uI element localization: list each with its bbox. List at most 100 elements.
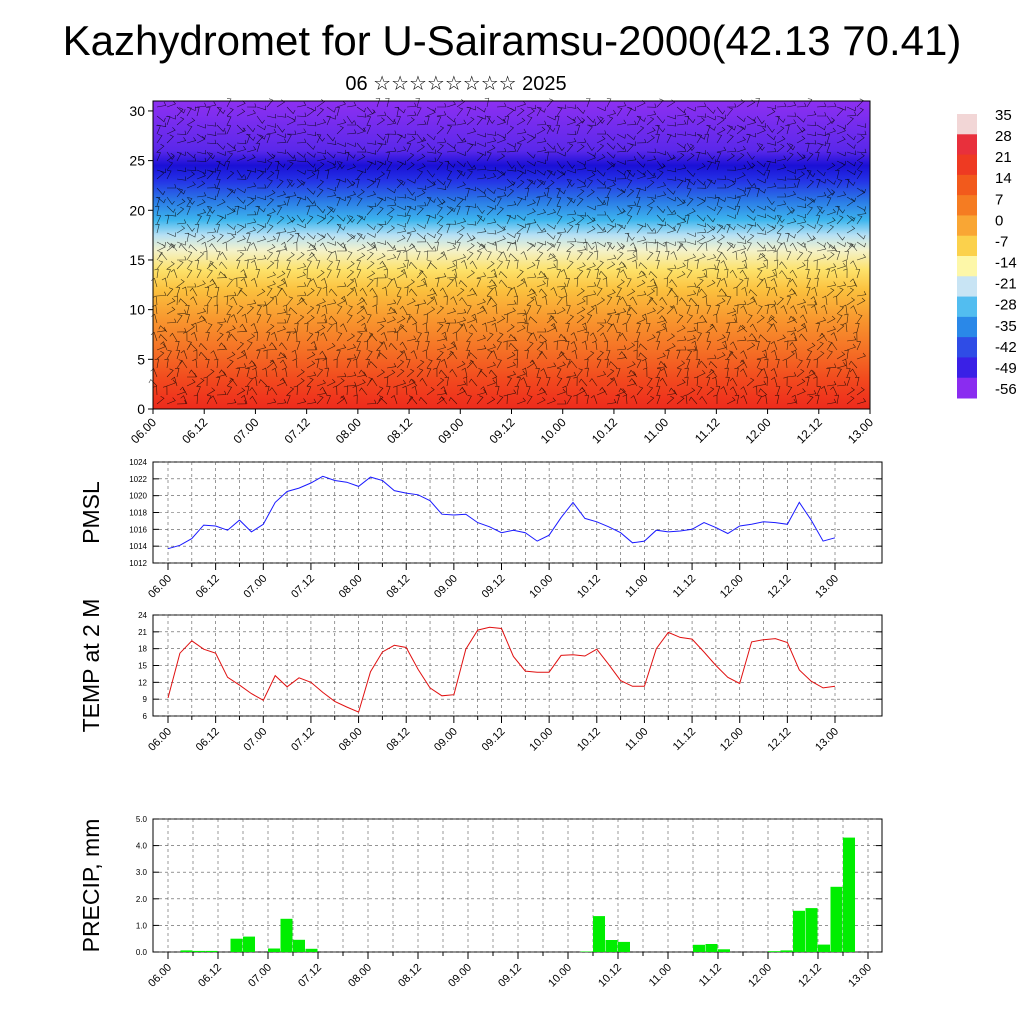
- precip-frame: [152, 818, 883, 953]
- heatmap-y-tick-label: 25: [129, 153, 145, 169]
- precip-x-tick-label: 08.00: [346, 962, 374, 990]
- precip-bar: [580, 951, 593, 952]
- precip-bar: [205, 950, 218, 952]
- precip-bar: [693, 944, 705, 952]
- wind-barbs: [148, 97, 867, 405]
- heatmap-x-tick-label: 06.12: [179, 415, 210, 446]
- precip-bar: [605, 940, 618, 952]
- pmsl-x-tick-label: 09.12: [480, 573, 508, 601]
- colorbar-segment: [957, 174, 977, 196]
- pmsl-x-tick-label: 10.00: [527, 573, 555, 601]
- colorbar-label: -21: [995, 276, 1017, 293]
- heatmap-x-tick-label: 09.00: [435, 415, 466, 446]
- precip-x-tick-label: 11.12: [697, 962, 724, 989]
- precip-bar: [780, 950, 793, 952]
- precip-y-tick-label: 2.0: [136, 895, 148, 904]
- pmsl-x-tick-label: 07.00: [241, 573, 269, 601]
- precip-bar: [230, 938, 243, 952]
- heatmap-x-tick-label: 10.00: [538, 415, 569, 446]
- temp-x-tick-label: 06.00: [146, 726, 174, 754]
- precip-y-tick-label: 5.0: [136, 815, 148, 824]
- chart-title: Kazhydromet for U-Sairamsu-2000(42.13 70…: [62, 17, 962, 64]
- precip-x-tick-label: 11.00: [647, 962, 674, 989]
- precip-bar: [805, 908, 818, 952]
- colorbar-segment: [957, 154, 977, 176]
- precip-bar: [293, 939, 305, 952]
- temp-x-tick-label: 09.00: [432, 726, 460, 754]
- temp-x-tick-label: 12.12: [766, 726, 794, 754]
- temp-x-tick-label: 09.12: [480, 726, 508, 754]
- precip-bar: [268, 948, 280, 952]
- precip-x-tick-label: 09.00: [446, 962, 474, 990]
- temp-x-tick-label: 07.00: [241, 726, 269, 754]
- pmsl-x-tick-label: 07.12: [289, 573, 317, 601]
- colorbar-label: 28: [995, 128, 1012, 145]
- precip-bar: [243, 936, 255, 952]
- temp-x-tick-label: 10.12: [575, 726, 603, 754]
- pmsl-y-tick-label: 1022: [129, 475, 147, 484]
- heatmap-x-tick-label: 06.00: [128, 415, 159, 446]
- precip-y-tick-label: 3.0: [136, 868, 148, 877]
- pmsl-x-tick-label: 06.12: [194, 573, 222, 601]
- heatmap-x-tick-label: 07.00: [230, 415, 261, 446]
- temp-x-tick-label: 07.12: [289, 726, 317, 754]
- temp-y-tick-label: 6: [143, 712, 148, 721]
- precip-x-tick-label: 10.00: [546, 962, 574, 990]
- pmsl-x-tick-label: 06.00: [146, 573, 174, 601]
- pmsl-y-tick-label: 1016: [129, 525, 147, 534]
- pmsl-y-tick-label: 1020: [129, 492, 147, 501]
- pmsl-y-tick-label: 1024: [129, 458, 147, 467]
- pmsl-x-tick-label: 11.12: [671, 573, 698, 600]
- temp-x-tick-label: 10.00: [527, 726, 555, 754]
- colorbar-label: -49: [995, 360, 1017, 377]
- heatmap-x-tick-label: 12.00: [743, 415, 774, 446]
- heatmap-y-tick-label: 20: [129, 202, 145, 218]
- precip-x-tick-label: 13.00: [846, 962, 874, 990]
- pmsl-y-tick-label: 1012: [129, 559, 147, 568]
- colorbar-segment: [957, 377, 977, 399]
- colorbar-label: -42: [995, 339, 1017, 356]
- pmsl-x-tick-label: 08.12: [384, 573, 412, 601]
- heatmap-y-tick-label: 15: [129, 252, 145, 268]
- pmsl-x-tick-label: 08.00: [337, 573, 365, 601]
- precip-bar: [768, 951, 780, 952]
- temp-x-tick-label: 06.12: [194, 726, 222, 754]
- heatmap-x-tick-label: 07.12: [282, 415, 313, 446]
- pmsl-y-tick-label: 1014: [129, 542, 147, 551]
- temp-y-tick-label: 15: [138, 662, 147, 671]
- heatmap-y-tick-label: 5: [137, 351, 145, 367]
- colorbar-segment: [957, 316, 977, 338]
- precip-bar: [305, 948, 318, 952]
- pmsl-panel: 1012 1014 1016 1018 1020 1022 1024 06.00 06.12 07…: [78, 458, 883, 601]
- precip-x-tick-label: 09.12: [496, 962, 524, 990]
- precip-bar: [718, 949, 730, 952]
- heatmap-x-tick-label: 11.12: [692, 415, 723, 446]
- heatmap-x-tick-label: 08.00: [333, 415, 364, 446]
- precip-bar: [180, 950, 193, 952]
- precip-bar: [843, 837, 855, 952]
- precip-y-axis-label: PRECIP, mm: [78, 819, 104, 953]
- temp-y-tick-label: 21: [138, 628, 147, 637]
- temp-x-tick-label: 13.00: [813, 726, 841, 754]
- precip-x-tick-label: 06.12: [196, 962, 224, 990]
- precip-panel: 0.0 1.0 2.0 3.0 4.0 5.0 06.00 06.12 07.00 07.12 08…: [78, 815, 883, 990]
- colorbar-label: 7: [995, 191, 1003, 208]
- precip-bar: [618, 941, 630, 952]
- colorbar-segment: [957, 357, 977, 379]
- heatmap-x-tick-label: 11.00: [641, 415, 672, 446]
- precip-bar: [193, 950, 205, 952]
- precip-bar: [705, 944, 718, 952]
- precip-y-tick-label: 1.0: [136, 921, 148, 930]
- heatmap-x-tick-label: 08.12: [384, 415, 415, 446]
- colorbar-segment: [957, 114, 977, 135]
- colorbar-label: 0: [995, 212, 1003, 229]
- heatmap-y-tick-label: 0: [137, 401, 145, 417]
- colorbar-segment: [957, 215, 977, 237]
- temp-y-tick-label: 12: [138, 678, 147, 687]
- precip-x-tick-label: 12.12: [796, 962, 824, 990]
- pmsl-x-tick-label: 11.00: [623, 573, 650, 600]
- temp-y-axis-label: TEMP at 2 M: [78, 599, 104, 733]
- precip-x-tick-label: 06.00: [146, 962, 174, 990]
- colorbar-segment: [957, 134, 977, 156]
